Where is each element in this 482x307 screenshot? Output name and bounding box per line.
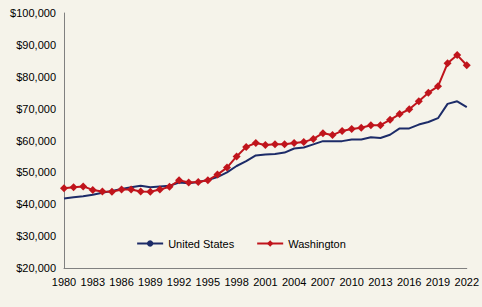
- svg-text:2013: 2013: [368, 276, 392, 288]
- svg-text:2001: 2001: [253, 276, 277, 288]
- svg-text:2004: 2004: [282, 276, 306, 288]
- svg-text:Washington: Washington: [288, 238, 346, 250]
- svg-text:$70,000: $70,000: [16, 103, 56, 115]
- svg-text:1986: 1986: [109, 276, 133, 288]
- svg-text:2016: 2016: [397, 276, 421, 288]
- svg-text:1995: 1995: [196, 276, 220, 288]
- svg-text:1992: 1992: [167, 276, 191, 288]
- svg-text:1980: 1980: [52, 276, 76, 288]
- svg-text:2019: 2019: [426, 276, 450, 288]
- svg-text:1989: 1989: [138, 276, 162, 288]
- svg-text:1998: 1998: [224, 276, 248, 288]
- svg-text:2007: 2007: [311, 276, 335, 288]
- svg-text:$80,000: $80,000: [16, 71, 56, 83]
- svg-text:$30,000: $30,000: [16, 230, 56, 242]
- svg-text:2010: 2010: [339, 276, 363, 288]
- svg-text:United States: United States: [168, 238, 235, 250]
- svg-text:$100,000: $100,000: [10, 7, 56, 19]
- svg-text:$20,000: $20,000: [16, 262, 56, 274]
- svg-text:2022: 2022: [455, 276, 479, 288]
- svg-text:$60,000: $60,000: [16, 135, 56, 147]
- svg-text:1983: 1983: [81, 276, 105, 288]
- svg-text:$40,000: $40,000: [16, 198, 56, 210]
- svg-text:$50,000: $50,000: [16, 166, 56, 178]
- svg-text:$90,000: $90,000: [16, 39, 56, 51]
